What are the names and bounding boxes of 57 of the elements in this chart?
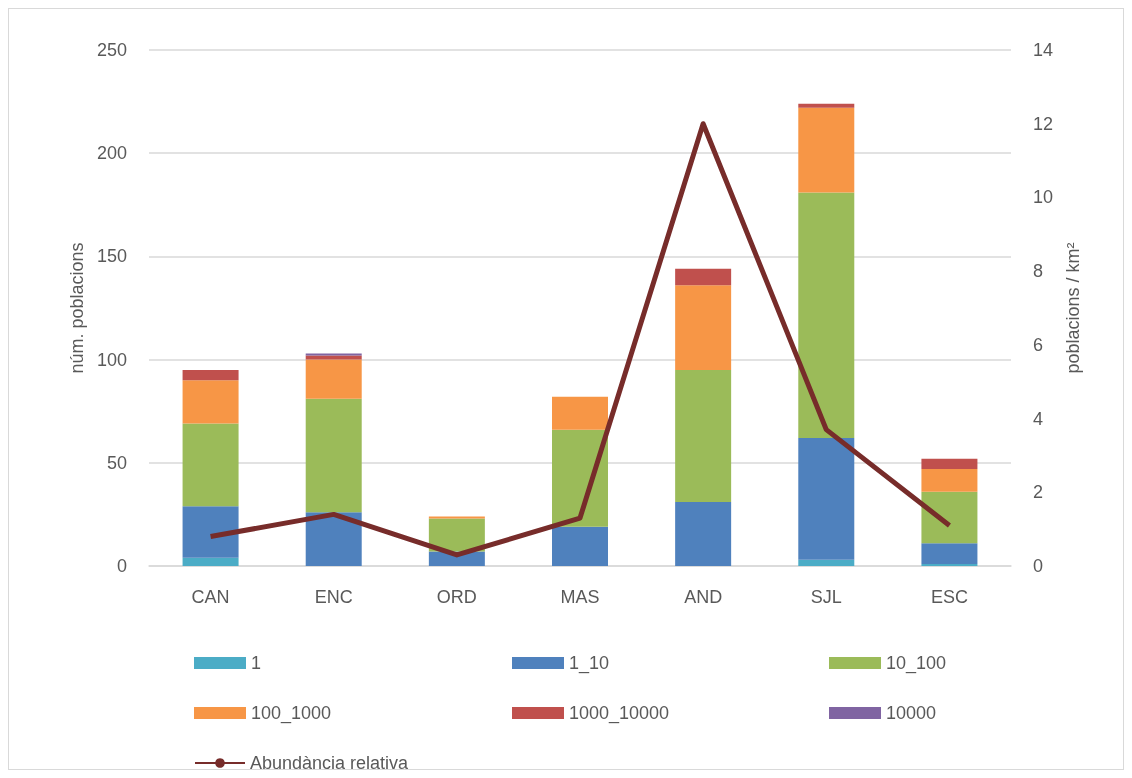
legend-label: 1_10 [569, 653, 610, 674]
legend-label: 1 [251, 653, 262, 673]
y2-tick-label: 14 [1033, 40, 1054, 60]
bar [921, 543, 978, 564]
x-tick-label: MAS [560, 587, 600, 607]
bar [305, 353, 362, 356]
y-tick-label: 0 [116, 556, 127, 576]
bar [798, 107, 855, 193]
y-axis-title: núm. poblacions [67, 242, 88, 374]
y-tick-label: 200 [96, 143, 127, 164]
bar [798, 192, 855, 439]
y2-tick-label: 8 [1033, 261, 1044, 282]
bar [182, 369, 239, 381]
x-tick-label: ENC [314, 587, 353, 607]
bar [921, 563, 978, 566]
bar [305, 355, 362, 360]
y-tick-label: 150 [96, 246, 127, 267]
x-tick-label: CAN [191, 587, 230, 607]
x-tick-label: SJL [810, 587, 842, 607]
bar [305, 359, 362, 399]
bar [675, 285, 732, 370]
y2-tick-label: 0 [1033, 556, 1044, 576]
x-tick-label: AND [684, 587, 723, 607]
y2-tick-label: 2 [1033, 482, 1044, 503]
bar [305, 398, 362, 513]
y-tick-label: 100 [96, 349, 127, 370]
bar [305, 512, 362, 566]
bar [798, 438, 855, 560]
bar [921, 458, 978, 469]
bar [675, 268, 732, 286]
legend-label: Abundància relativa [250, 753, 410, 773]
y-tick-label: 250 [96, 40, 127, 60]
bar [675, 502, 732, 566]
bar [182, 557, 239, 566]
bar [552, 526, 608, 566]
y2-tick-label: 4 [1033, 408, 1044, 429]
y2-tick-label: 12 [1033, 113, 1054, 134]
bar [675, 369, 732, 503]
bar [182, 423, 239, 507]
legend-label: 100_1000 [251, 703, 332, 724]
y2-tick-label: 10 [1033, 187, 1054, 208]
bar [921, 491, 978, 544]
legend-label: 10_100 [886, 653, 947, 674]
legend-label: 1000_10000 [569, 703, 670, 724]
y2-axis-title: poblacions / km² [1062, 242, 1083, 374]
legend-label: 10000 [886, 703, 937, 723]
y2-tick-label: 6 [1033, 334, 1044, 355]
x-tick-label: ESC [930, 587, 968, 607]
y-tick-label: 50 [106, 452, 127, 473]
bar [182, 380, 239, 424]
bar [552, 396, 608, 430]
x-tick-label: ORD [436, 587, 477, 607]
bar [428, 516, 485, 519]
bar [182, 506, 239, 558]
bar [798, 559, 855, 566]
bar [921, 468, 978, 492]
bar [798, 103, 855, 108]
